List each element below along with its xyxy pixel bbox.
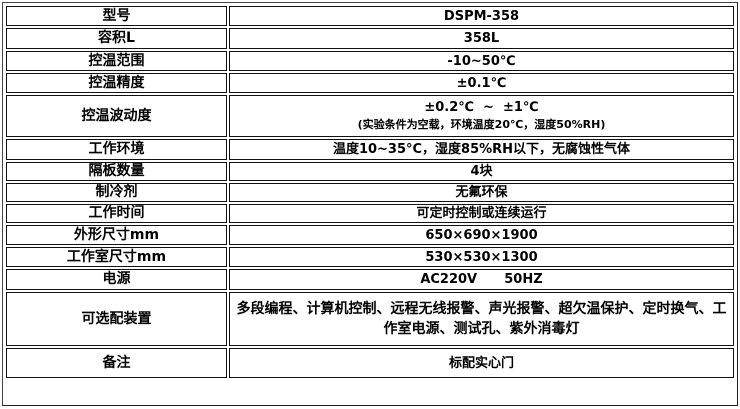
spec-label: 外形尺寸mm [6, 225, 227, 245]
spec-value: ±0.1℃ [229, 73, 734, 93]
table-row: 控温范围 -10~50℃ [6, 51, 734, 71]
spec-value: ±0.2℃ ~ ±1℃ (实验条件为空载，环境温度20℃，湿度50%RH) [229, 95, 734, 137]
spec-label: 备注 [6, 348, 227, 378]
table-row: 控温波动度 ±0.2℃ ~ ±1℃ (实验条件为空载，环境温度20℃，湿度50%RH… [6, 95, 734, 137]
table-row: 可选配装置 多段编程、计算机控制、远程无线报警、声光报警、超欠温保护、定时换气、工… [6, 292, 734, 346]
table-row: 控温精度 ±0.1℃ [6, 73, 734, 93]
table-row: 工作室尺寸mm 530×530×1300 [6, 247, 734, 267]
table-row: 备注 标配实心门 [6, 348, 734, 378]
table-row: 工作环境 温度10~35°C，湿度85%RH以下，无腐蚀性气体 [6, 139, 734, 160]
spec-label: 控温精度 [6, 73, 227, 93]
spec-value: 358L [229, 28, 734, 49]
spec-label: 隔板数量 [6, 162, 227, 181]
spec-label: 型号 [6, 6, 227, 26]
spec-value: 标配实心门 [229, 348, 734, 378]
spec-value: AC220V 50HZ [229, 269, 734, 290]
spec-label: 工作时间 [6, 204, 227, 223]
spec-value: DSPM-358 [229, 6, 734, 26]
spec-value: 可定时控制或连续运行 [229, 204, 734, 223]
spec-table: 型号 DSPM-358 容积L 358L 控温范围 -10~50℃ 控温精度 ±0.1℃ 控温波… [4, 4, 736, 380]
spec-label: 制冷剂 [6, 183, 227, 202]
spec-value: -10~50℃ [229, 51, 734, 71]
spec-value: 温度10~35°C，湿度85%RH以下，无腐蚀性气体 [229, 139, 734, 160]
table-row: 外形尺寸mm 650×690×1900 [6, 225, 734, 245]
spec-value-note: (实验条件为空载，环境温度20℃，湿度50%RH) [357, 118, 606, 131]
table-row: 容积L 358L [6, 28, 734, 49]
spec-value: 多段编程、计算机控制、远程无线报警、声光报警、超欠温保护、定时换气、工作室电源、… [229, 292, 734, 346]
spec-label: 可选配装置 [6, 292, 227, 346]
spec-label: 电源 [6, 269, 227, 290]
spec-label: 容积L [6, 28, 227, 49]
spec-label: 控温波动度 [6, 95, 227, 137]
spec-value: 530×530×1300 [229, 247, 734, 267]
table-row: 制冷剂 无氟环保 [6, 183, 734, 202]
spec-label: 控温范围 [6, 51, 227, 71]
spec-value: 4块 [229, 162, 734, 181]
table-row: 工作时间 可定时控制或连续运行 [6, 204, 734, 223]
spec-value-main: ±0.2℃ ~ ±1℃ [424, 100, 539, 115]
table-row: 型号 DSPM-358 [6, 6, 734, 26]
table-row: 电源 AC220V 50HZ [6, 269, 734, 290]
spec-label: 工作室尺寸mm [6, 247, 227, 267]
spec-label: 工作环境 [6, 139, 227, 160]
spec-value: 650×690×1900 [229, 225, 734, 245]
table-row: 隔板数量 4块 [6, 162, 734, 181]
spec-value: 无氟环保 [229, 183, 734, 202]
